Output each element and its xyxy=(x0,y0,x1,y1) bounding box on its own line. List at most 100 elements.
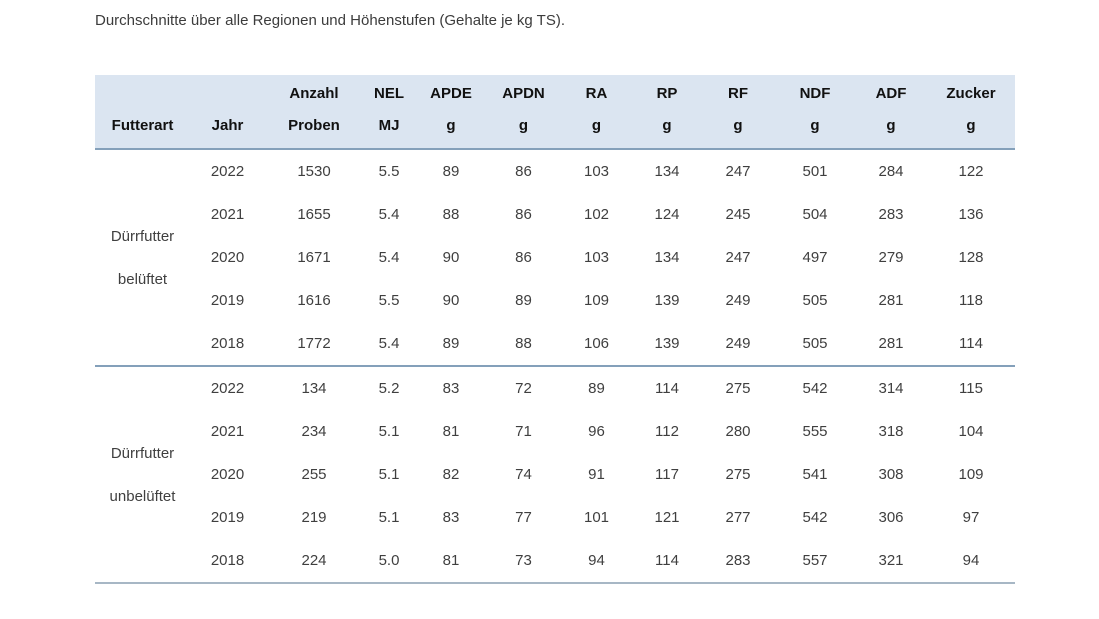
value-cell: 94 xyxy=(588,552,605,569)
year-cell: 2019 xyxy=(210,292,245,309)
year-cell: 2018 xyxy=(210,552,245,569)
table-header: Futterart Jahr Anzahl Proben NEL MJ APDE… xyxy=(95,75,1015,149)
value-cell: 101 xyxy=(583,509,610,526)
value-cell: 219 xyxy=(301,509,327,526)
value-cell: 83 xyxy=(442,509,460,526)
value-cell: 122 xyxy=(958,163,984,180)
value-cell: 542 xyxy=(802,380,828,397)
value-cell: 114 xyxy=(655,380,679,397)
header-line2: g xyxy=(662,117,672,134)
value-cell: 1530 xyxy=(297,163,331,180)
value-cell: 504 xyxy=(802,206,828,223)
value-cell: 234 xyxy=(301,423,327,440)
value-cell: 1616 xyxy=(297,292,331,309)
value-cell: 505 xyxy=(802,292,828,309)
header-line1: RA xyxy=(585,85,608,102)
value-cell: 74 xyxy=(515,466,532,483)
group-label-line: belüftet xyxy=(117,270,168,288)
futterart-group-label: Dürrfutter belüftet xyxy=(95,149,190,366)
year-cell: 2019 xyxy=(210,509,245,526)
column-header-apdn: APDN g xyxy=(487,75,560,149)
header-line2: g xyxy=(810,117,820,134)
value-cell: 118 xyxy=(959,292,983,309)
value-cell: 81 xyxy=(442,423,460,440)
header-line2: Jahr xyxy=(211,117,244,134)
value-cell: 89 xyxy=(588,380,605,397)
column-header-rf: RF g xyxy=(701,75,775,149)
year-cell: 2021 xyxy=(210,423,245,440)
value-cell: 86 xyxy=(515,163,532,180)
value-cell: 136 xyxy=(958,206,984,223)
year-cell: 2020 xyxy=(210,466,245,483)
value-cell: 114 xyxy=(655,552,679,569)
value-cell: 5.1 xyxy=(378,466,400,483)
value-cell: 5.1 xyxy=(378,509,400,526)
column-header-zucker: Zucker g xyxy=(927,75,1015,149)
value-cell: 497 xyxy=(802,249,828,266)
value-cell: 249 xyxy=(725,292,751,309)
header-line1: APDN xyxy=(502,85,545,102)
value-cell: 91 xyxy=(588,466,605,483)
value-cell: 255 xyxy=(301,466,327,483)
header-line2: g xyxy=(886,117,896,134)
value-cell: 124 xyxy=(654,206,680,223)
value-cell: 139 xyxy=(654,335,680,352)
value-cell: 557 xyxy=(802,552,828,569)
value-cell: 81 xyxy=(442,552,460,569)
value-cell: 5.2 xyxy=(378,380,400,397)
value-cell: 1671 xyxy=(297,249,331,266)
value-cell: 5.5 xyxy=(378,163,400,180)
value-cell: 245 xyxy=(725,206,751,223)
value-cell: 542 xyxy=(802,509,828,526)
value-cell: 541 xyxy=(802,466,828,483)
value-cell: 5.1 xyxy=(378,423,400,440)
column-header-adf: ADF g xyxy=(855,75,927,149)
header-line1: RP xyxy=(656,85,678,102)
value-cell: 5.4 xyxy=(378,206,400,223)
value-cell: 247 xyxy=(725,249,751,266)
header-line1 xyxy=(190,78,265,110)
group-label-line: Dürrfutter xyxy=(110,227,175,245)
header-line1 xyxy=(95,78,190,110)
value-cell: 5.0 xyxy=(378,552,400,569)
table-row: 2020 255 5.1 82 74 91 117 275 541 308 109 xyxy=(95,453,1015,496)
value-cell: 103 xyxy=(583,249,610,266)
value-cell: 89 xyxy=(442,335,460,352)
value-cell: 88 xyxy=(442,206,460,223)
value-cell: 283 xyxy=(725,552,751,569)
table-group-unbelueftet: Dürrfutter unbelüftet 2022 134 5.2 83 72 89 114 2… xyxy=(95,366,1015,583)
table-group-belueftet: Dürrfutter belüftet 2022 1530 5.5 89 86 103 134 2… xyxy=(95,149,1015,366)
value-cell: 280 xyxy=(725,423,751,440)
value-cell: 90 xyxy=(442,292,460,309)
year-cell: 2022 xyxy=(210,163,245,180)
value-cell: 89 xyxy=(515,292,532,309)
header-line2: g xyxy=(733,117,743,134)
year-cell: 2020 xyxy=(210,249,245,266)
value-cell: 279 xyxy=(878,249,904,266)
value-cell: 1772 xyxy=(297,335,331,352)
value-cell: 103 xyxy=(583,163,610,180)
value-cell: 72 xyxy=(515,380,532,397)
value-cell: 1655 xyxy=(297,206,331,223)
value-cell: 77 xyxy=(515,509,532,526)
table-row: Dürrfutter belüftet 2022 1530 5.5 89 86 103 134 2… xyxy=(95,149,1015,288)
value-cell: 224 xyxy=(301,552,327,569)
header-line2: Proben xyxy=(288,117,340,134)
value-cell: 114 xyxy=(959,335,983,352)
value-cell: 73 xyxy=(515,552,532,569)
value-cell: 104 xyxy=(958,423,984,440)
header-line1: NDF xyxy=(799,85,831,102)
value-cell: 134 xyxy=(654,249,680,266)
value-cell: 284 xyxy=(878,163,904,180)
table-row: 2018 224 5.0 81 73 94 114 283 557 321 94 xyxy=(95,539,1015,583)
header-line1: Anzahl xyxy=(289,85,339,102)
value-cell: 94 xyxy=(962,552,980,569)
header-line2: g xyxy=(591,117,602,134)
value-cell: 318 xyxy=(878,423,904,440)
value-cell: 109 xyxy=(583,292,610,309)
group-label-line: unbelüftet xyxy=(109,487,176,505)
value-cell: 5.5 xyxy=(378,292,400,309)
column-header-anzahl-proben: Anzahl Proben xyxy=(265,75,363,149)
column-header-jahr: Jahr xyxy=(190,75,265,149)
value-cell: 277 xyxy=(725,509,751,526)
